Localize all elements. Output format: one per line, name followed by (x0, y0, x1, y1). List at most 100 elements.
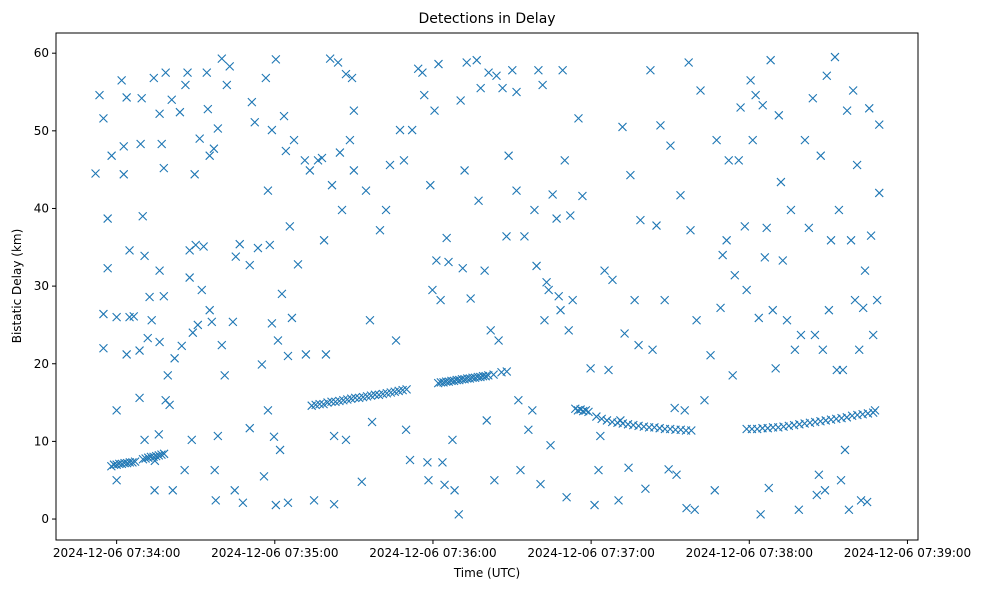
data-point (185, 273, 195, 282)
data-point (756, 509, 766, 519)
data-point (556, 305, 565, 315)
data-point (175, 107, 185, 117)
data-point (454, 509, 464, 519)
data-point (235, 239, 245, 249)
data-point (112, 475, 122, 485)
data-point (385, 160, 395, 170)
track-point (154, 450, 164, 460)
data-point (618, 122, 627, 132)
data-point (710, 485, 720, 495)
data-point (137, 93, 147, 103)
data-point (222, 80, 232, 90)
data-point (165, 400, 175, 410)
data-point (381, 205, 391, 215)
data-point (834, 205, 844, 215)
data-point (207, 317, 217, 327)
data-point (666, 141, 675, 150)
y-tick-label: 10 (34, 434, 49, 448)
data-point (425, 180, 435, 190)
data-point (135, 393, 144, 403)
data-point (472, 55, 482, 65)
data-point (782, 315, 792, 325)
data-point (159, 163, 169, 173)
data-point (122, 350, 132, 359)
data-point (187, 435, 197, 445)
data-point (245, 423, 255, 433)
data-point (99, 309, 108, 319)
data-point (502, 232, 511, 241)
data-point (532, 261, 541, 271)
data-point (181, 80, 190, 90)
data-point (205, 151, 215, 161)
data-point (180, 465, 190, 475)
data-point (814, 470, 824, 480)
data-point (419, 90, 429, 100)
data-point (486, 325, 496, 335)
data-point (203, 104, 213, 114)
data-point (494, 336, 503, 345)
data-point (544, 285, 554, 295)
data-point (357, 477, 367, 487)
data-point (856, 496, 866, 505)
data-point (768, 305, 778, 315)
data-point (279, 111, 289, 121)
data-points (91, 52, 884, 519)
data-point (641, 484, 650, 494)
data-point (712, 135, 721, 145)
data-point (794, 505, 804, 515)
data-point (259, 471, 269, 481)
x-tick-label: 2024-12-06 07:34:00 (53, 546, 180, 560)
data-point (337, 205, 347, 215)
data-point (820, 485, 830, 495)
data-point (341, 435, 351, 445)
data-point (213, 431, 223, 441)
data-point (858, 303, 868, 313)
data-point (568, 295, 578, 305)
data-point (345, 135, 355, 145)
data-point (119, 141, 129, 151)
data-point (157, 139, 167, 149)
data-point (680, 405, 690, 415)
data-point (319, 235, 329, 245)
data-point (438, 457, 447, 467)
data-point (762, 223, 772, 233)
data-point (145, 292, 154, 302)
data-point (507, 65, 517, 75)
y-tick-label: 40 (34, 201, 49, 215)
track-point (686, 426, 696, 435)
data-point (267, 125, 277, 135)
data-point (868, 330, 878, 340)
data-point (167, 95, 177, 105)
track-point (370, 390, 380, 400)
track-point (868, 408, 878, 418)
data-point (816, 151, 826, 161)
data-point (197, 285, 207, 295)
data-point (626, 170, 635, 180)
data-point (778, 256, 788, 265)
data-point (155, 337, 164, 347)
data-point (423, 457, 432, 467)
data-point (91, 169, 100, 178)
track-point (315, 399, 324, 409)
data-point (590, 500, 599, 510)
data-point (848, 86, 858, 95)
data-point (391, 336, 401, 345)
data-point (273, 336, 283, 345)
data-point (250, 117, 260, 127)
data-point (217, 54, 227, 64)
data-point (774, 110, 784, 120)
data-point (790, 345, 800, 355)
data-point (534, 65, 543, 75)
data-point (862, 497, 872, 507)
data-point (804, 223, 814, 233)
data-point (565, 211, 575, 220)
data-point (321, 350, 331, 359)
data-point (361, 186, 371, 196)
data-point (401, 425, 411, 435)
data-point (365, 315, 375, 325)
data-point (154, 430, 164, 439)
data-point (147, 315, 157, 325)
data-point (202, 68, 212, 77)
data-point (347, 73, 357, 83)
